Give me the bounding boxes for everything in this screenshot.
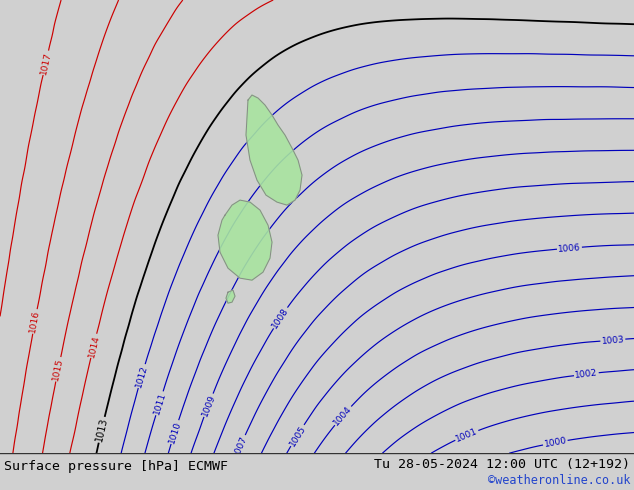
Text: 1005: 1005 [287,423,307,448]
Text: 1013: 1013 [94,416,109,443]
Text: 1008: 1008 [270,306,290,330]
Text: 1000: 1000 [543,436,567,449]
Text: 1015: 1015 [51,357,65,381]
Text: 1003: 1003 [601,335,624,345]
Text: 1012: 1012 [134,364,149,388]
Text: Surface pressure [hPa] ECMWF: Surface pressure [hPa] ECMWF [4,460,228,473]
Text: ©weatheronline.co.uk: ©weatheronline.co.uk [488,473,630,487]
Text: 1016: 1016 [29,309,41,334]
Text: 1001: 1001 [455,427,479,444]
Text: 1010: 1010 [167,420,183,444]
Text: Tu 28-05-2024 12:00 UTC (12+192): Tu 28-05-2024 12:00 UTC (12+192) [374,458,630,471]
Text: 1007: 1007 [231,434,249,459]
Polygon shape [246,95,302,205]
Text: 1004: 1004 [332,404,354,427]
Text: 1014: 1014 [87,334,101,358]
Text: 1009: 1009 [200,393,217,417]
Text: 1002: 1002 [574,368,598,380]
Text: 1011: 1011 [152,391,167,416]
Polygon shape [218,200,272,280]
Polygon shape [226,290,235,303]
Text: 1017: 1017 [39,50,53,75]
Text: 1006: 1006 [558,243,581,254]
